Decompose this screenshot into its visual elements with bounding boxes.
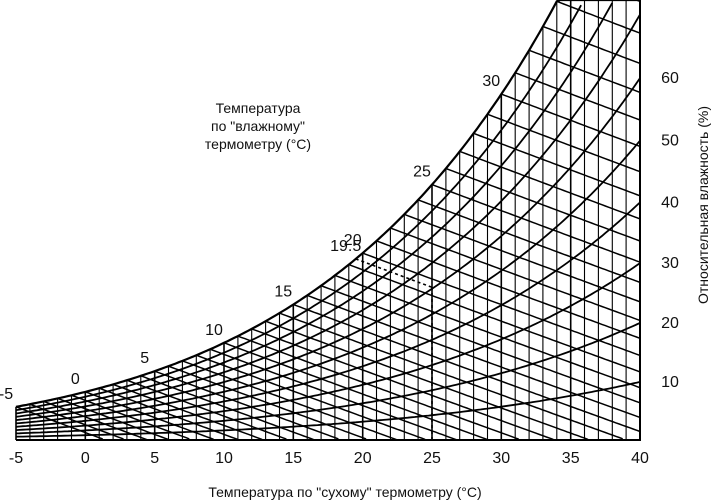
rh-tick-label: 40 [661, 194, 679, 211]
saturation-curve [15, 0, 640, 408]
wet-bulb-line [362, 252, 641, 357]
wet-bulb-line [223, 342, 488, 441]
wet-bulb-tick-label: 15 [274, 284, 292, 301]
x-tick-label: 30 [492, 450, 510, 467]
wet-bulb-line [348, 263, 641, 373]
wet-bulb-line [168, 365, 367, 440]
wet-bulb-line [71, 394, 190, 440]
x-tick-label: 5 [150, 450, 159, 467]
wet-bulb-title-line-3: термометру (°C) [205, 136, 311, 152]
rh-line [15, 322, 641, 435]
rh-tick-label: 50 [661, 133, 679, 150]
wet-bulb-line [417, 199, 641, 284]
wet-bulb-tick-label: 20 [344, 232, 362, 249]
wet-bulb-tick-label: 5 [140, 350, 149, 367]
dry-bulb-lines [15, 0, 641, 440]
wet-bulb-line [196, 354, 426, 441]
rh-line [15, 201, 641, 428]
x-axis-label: Температура по "сухому" термометру (°C) [208, 484, 481, 500]
wet-bulb-line [154, 370, 339, 440]
wet-bulb-line [487, 113, 641, 173]
wet-bulb-line [431, 183, 641, 263]
wet-bulb-line [126, 379, 287, 440]
relative-humidity-lines [15, 2, 641, 438]
x-tick-labels: -5 0 5 10 15 20 25 30 35 40 [9, 450, 649, 467]
wet-bulb-line [306, 294, 641, 419]
x-tick-label: 20 [354, 450, 372, 467]
wet-bulb-tick-label: 0 [71, 371, 80, 388]
chart-baseline [16, 0, 641, 441]
x-tick-label: 25 [423, 450, 441, 467]
wet-bulb-line [293, 303, 641, 433]
wet-bulb-line [112, 383, 263, 441]
wet-bulb-line [556, 0, 641, 34]
wet-bulb-line [473, 132, 641, 197]
rh-line [15, 4, 582, 411]
wet-bulb-lines [15, 0, 641, 441]
wet-bulb-tick-label: 25 [413, 164, 431, 181]
wet-bulb-line [209, 348, 457, 441]
wet-bulb-line [459, 150, 641, 220]
rh-tick-label: 60 [661, 70, 679, 87]
wet-bulb-line [514, 72, 641, 121]
wet-bulb-line [43, 400, 148, 441]
wet-bulb-line [501, 93, 641, 148]
wet-bulb-line [320, 284, 641, 404]
wet-bulb-line [542, 25, 641, 65]
wet-bulb-line [251, 328, 554, 441]
wet-bulb-line [57, 397, 169, 441]
example-point-guides [355, 258, 433, 440]
wet-bulb-tick-label: 30 [482, 73, 500, 90]
rh-line [15, 14, 641, 418]
wet-bulb-line [376, 240, 641, 340]
rh-tick-labels: 10 20 30 40 50 60 [661, 70, 679, 391]
wet-bulb-line [237, 335, 519, 440]
wet-bulb-tick-label: 10 [205, 322, 223, 339]
wet-bulb-line [140, 375, 315, 441]
wet-bulb-title-line-2: по "влажному" [211, 118, 305, 134]
x-tick-label: 10 [215, 450, 233, 467]
wet-bulb-tick-labels: -5 0 5 10 15 19.520 25 30 [0, 73, 500, 403]
wet-bulb-line [85, 391, 214, 441]
wet-bulb-line [15, 406, 103, 440]
wet-bulb-line [334, 274, 641, 389]
wet-bulb-line [98, 387, 239, 441]
x-tick-label: 15 [284, 450, 302, 467]
y-axis-label: Относительная влажность (%) [695, 106, 711, 304]
x-tick-label: 40 [631, 450, 649, 467]
wet-bulb-line [404, 213, 641, 303]
wet-bulb-line [265, 320, 589, 441]
wet-bulb-title-line-1: Температура [216, 100, 301, 116]
wet-bulb-line [528, 49, 641, 94]
wet-bulb-line [279, 312, 623, 440]
wet-bulb-line [445, 167, 641, 242]
wet-bulb-line [29, 403, 124, 440]
wet-bulb-tick-label: -5 [0, 386, 13, 403]
x-tick-label: 35 [562, 450, 580, 467]
rh-tick-label: 20 [661, 315, 679, 332]
rh-tick-label: 30 [661, 255, 679, 272]
wet-bulb-line [390, 227, 641, 322]
example-wet-bulb-guide [355, 258, 433, 289]
x-tick-label: 0 [81, 450, 90, 467]
wet-bulb-line [182, 360, 398, 441]
wet-bulb-tick-label: 19.5 [330, 238, 361, 255]
x-tick-label: -5 [9, 450, 23, 467]
rh-tick-label: 10 [661, 374, 679, 391]
